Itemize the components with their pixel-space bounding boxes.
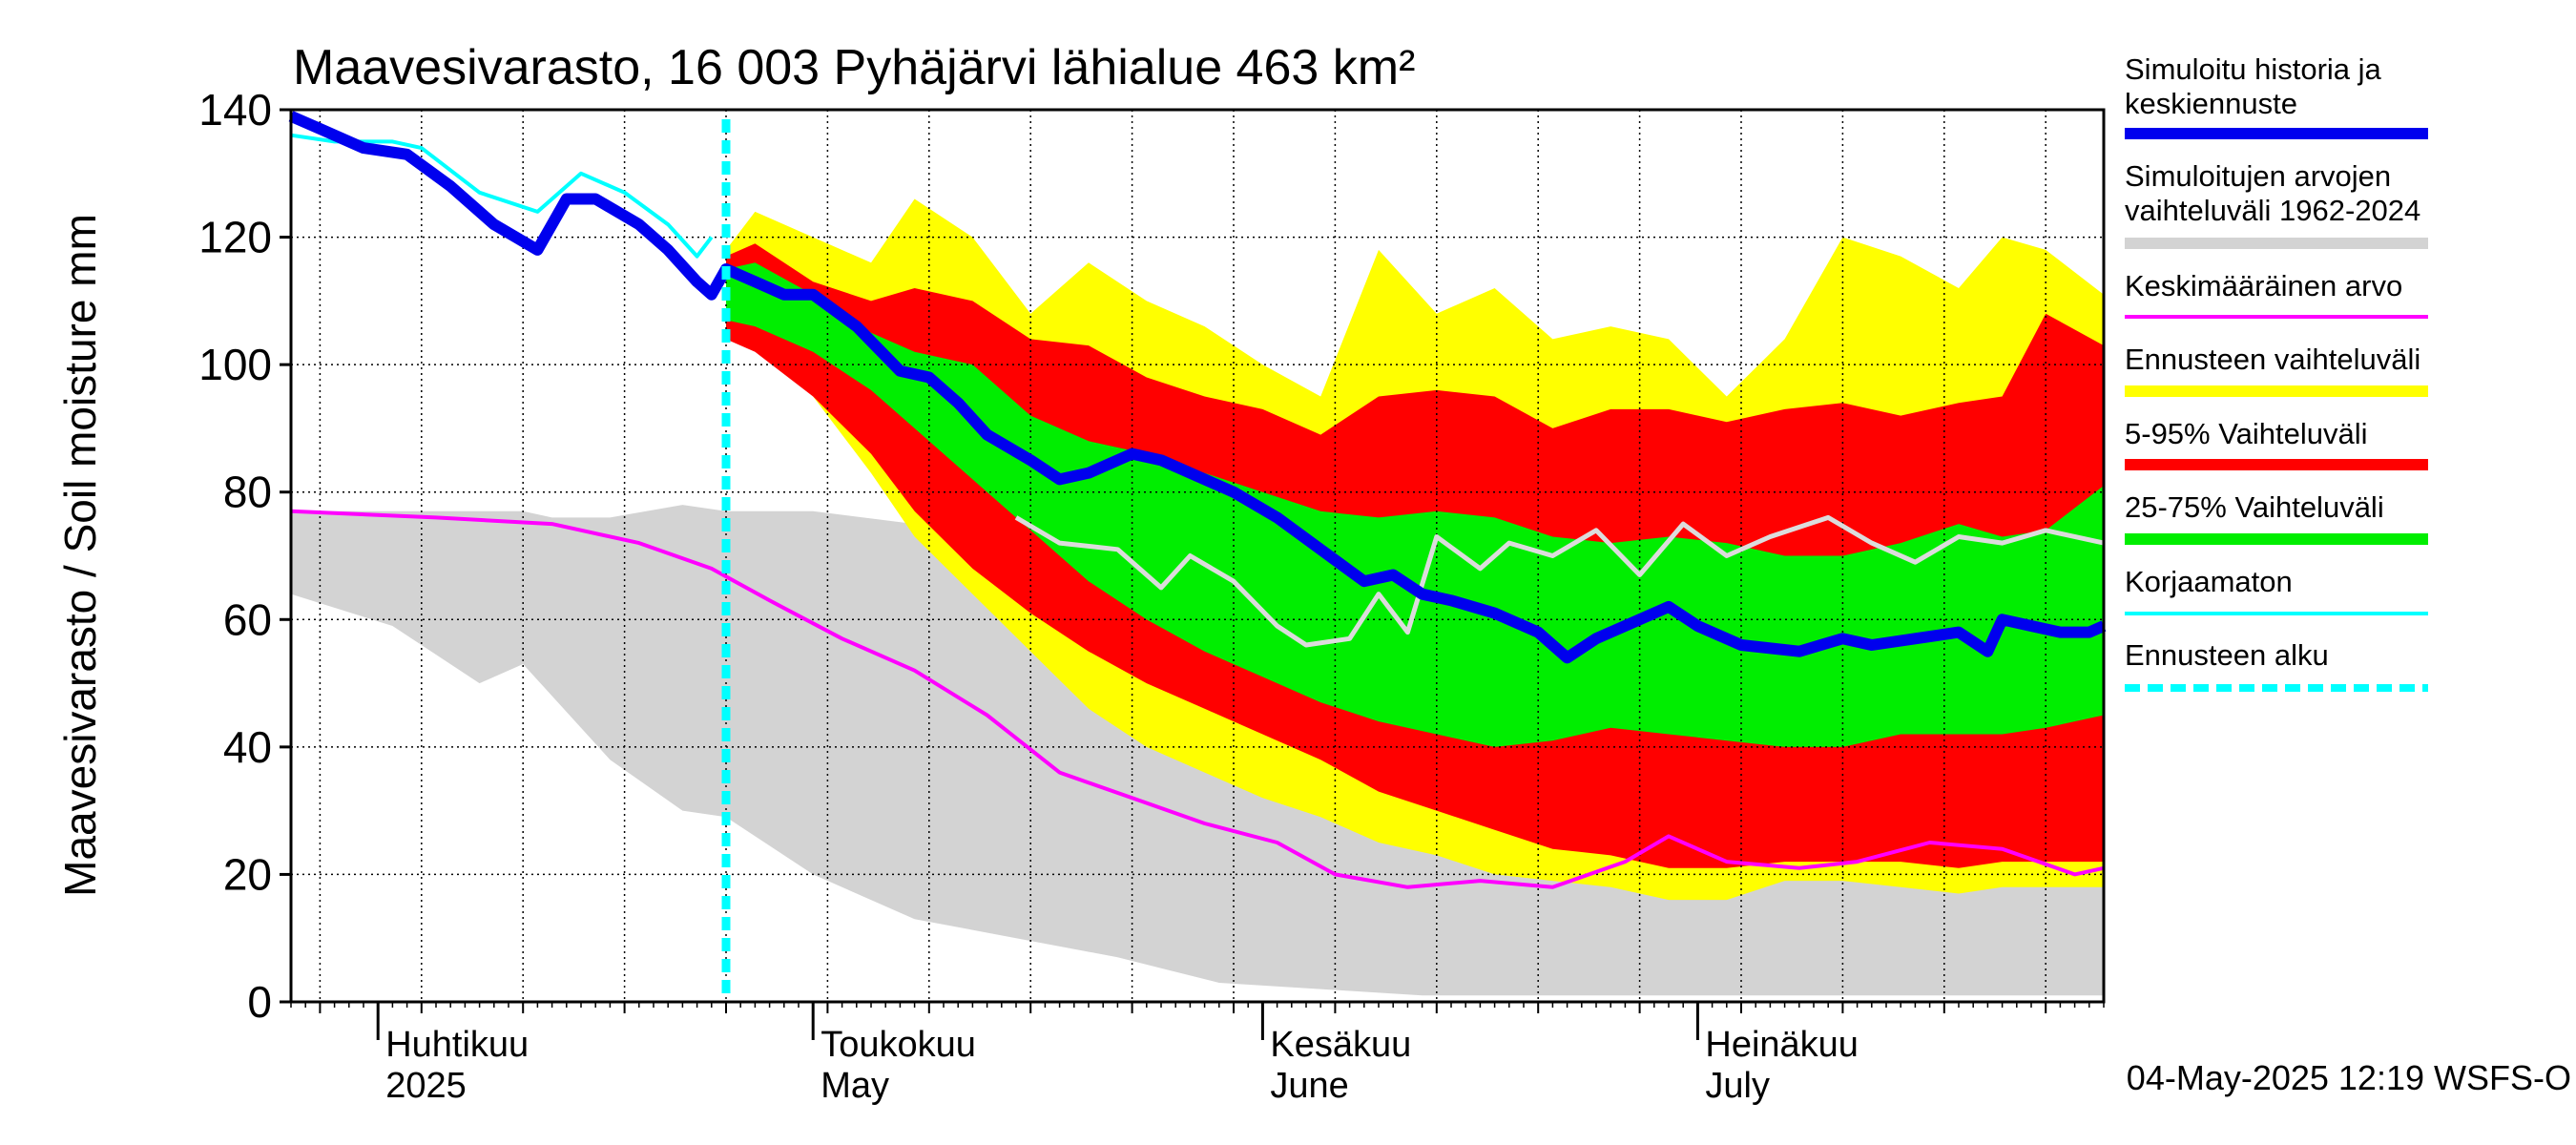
- y-tick-label: 80: [223, 468, 272, 517]
- legend-label: Ennusteen vaihteluväli: [2125, 343, 2420, 376]
- series-lines: [288, 111, 2107, 889]
- timestamp: 04-May-2025 12:19 WSFS-O: [2127, 1058, 2571, 1097]
- legend-label-line: vaihteluväli 1962-2024: [2125, 194, 2420, 227]
- legend-label-line: Keskimääräinen arvo: [2125, 269, 2402, 302]
- mean-line: [290, 509, 2105, 889]
- x-month-sublabel: 2025: [385, 1066, 467, 1106]
- grid: [291, 110, 2104, 1002]
- y-tick-label: 120: [198, 213, 272, 262]
- legend-label-line: Korjaamaton: [2125, 565, 2293, 598]
- legend-label: 25-75% Vaihteluväli: [2125, 490, 2384, 524]
- legend-label-line: Ennusteen alku: [2125, 638, 2329, 672]
- legend-label: Simuloitujen arvojen vaihteluväli 1962-20…: [2125, 159, 2420, 227]
- legend-label-line: Ennusteen vaihteluväli: [2125, 343, 2420, 376]
- uncorrected-line: [290, 133, 714, 259]
- legend-label-line: 25-75% Vaihteluväli: [2125, 490, 2384, 524]
- x-month-label: Huhtikuu: [385, 1025, 529, 1065]
- y-tick-label: 0: [247, 977, 272, 1027]
- legend-label-line: Simuloitujen arvojen: [2125, 159, 2391, 193]
- median-line: [1014, 514, 2105, 648]
- legend-label: Keskimääräinen arvo: [2125, 269, 2402, 302]
- legend-label-line: keskiennuste: [2125, 87, 2297, 120]
- legend-label-line: Simuloitu historia ja: [2125, 52, 2382, 86]
- y-tick-label: 20: [223, 849, 272, 899]
- y-axis-label: Maavesivarasto / Soil moisture mm: [55, 214, 105, 897]
- legend-label: 5-95% Vaihteluväli: [2125, 417, 2367, 450]
- y-tick-label: 60: [223, 594, 272, 644]
- x-month-sublabel: July: [1705, 1066, 1770, 1106]
- legend-label: Korjaamaton: [2125, 565, 2293, 598]
- y-tick-label: 40: [223, 722, 272, 772]
- simulated-line: [288, 111, 2107, 664]
- plot-frame: [289, 108, 2106, 1004]
- x-month-label: Kesäkuu: [1270, 1025, 1411, 1065]
- chart-title: Maavesivarasto, 16 003 Pyhäjärvi lähialu…: [293, 40, 1415, 95]
- legend-label: Ennusteen alku: [2125, 638, 2329, 672]
- legend-label: Simuloitu historia ja keskiennuste: [2125, 52, 2382, 120]
- x-month-label: Heinäkuu: [1705, 1025, 1859, 1065]
- x-month-sublabel: May: [821, 1066, 889, 1106]
- y-tick-label: 100: [198, 340, 272, 389]
- x-month-sublabel: June: [1270, 1066, 1348, 1106]
- p25-75-band: [726, 262, 2104, 747]
- bands: [291, 198, 2104, 996]
- legend: Simuloitu historia ja keskiennusteSimuloi…: [2125, 52, 2428, 692]
- y-tick-label: 140: [198, 85, 272, 135]
- legend-label-line: 5-95% Vaihteluväli: [2125, 417, 2367, 450]
- x-month-label: Toukokuu: [821, 1025, 976, 1065]
